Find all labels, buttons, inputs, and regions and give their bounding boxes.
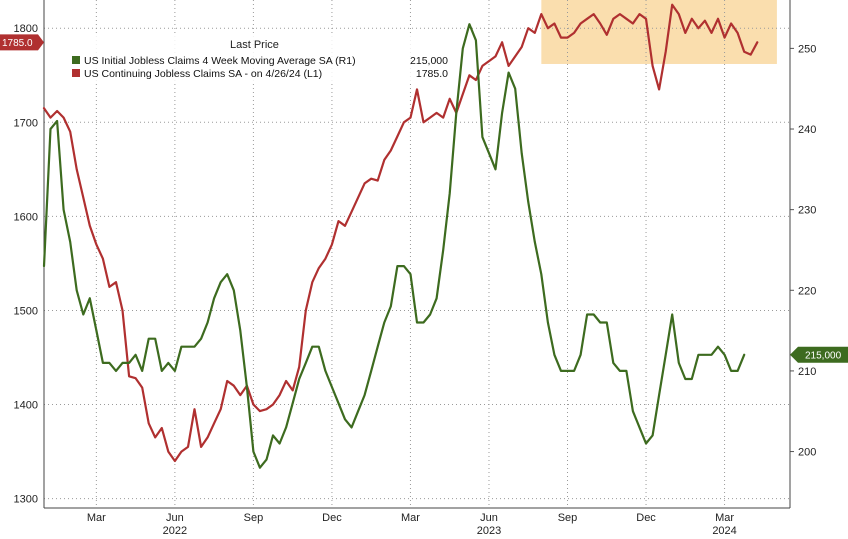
x-tick-label: Sep [244, 512, 264, 524]
legend-background [66, 35, 454, 83]
x-tick-label: Dec [636, 512, 656, 524]
left-tick-label: 1600 [14, 211, 38, 223]
x-tick-label: Jun [480, 512, 498, 524]
x-year-label: 2024 [712, 525, 736, 537]
left-tick-label: 1300 [14, 494, 38, 506]
x-tick-label: Jun [166, 512, 184, 524]
legend-entry-continuing: US Continuing Jobless Claims SA - on 4/2… [84, 68, 322, 80]
badge-text: 1785.0 [2, 38, 33, 49]
right-tick-label: 210 [798, 366, 816, 378]
highlight-region-layer [541, 0, 777, 64]
legend-swatch-continuing [72, 69, 80, 77]
legend: Last Price US Initial Jobless Claims 4 W… [66, 35, 454, 83]
series-lines [42, 3, 759, 469]
axes: 1300 1400 1500 1600 1700 1800 200 210 220 230 240 2… [14, 0, 816, 537]
legend-title: Last Price [230, 39, 279, 51]
legend-last-continuing: 1785.0 [416, 68, 448, 80]
right-tick-label: 200 [798, 447, 816, 459]
x-year-label: 2023 [477, 525, 501, 537]
last-value-badge-continuing: 1785.0 [0, 34, 44, 51]
badge-text: 215,000 [805, 350, 842, 361]
series-line-continuing [42, 3, 759, 463]
gridlines [44, 0, 790, 508]
right-tick-label: 230 [798, 205, 816, 217]
highlight-box [541, 0, 777, 64]
right-tick-label: 250 [798, 43, 816, 55]
left-tick-label: 1800 [14, 23, 38, 35]
legend-last-initial: 215,000 [410, 55, 448, 67]
x-tick-label: Mar [87, 512, 106, 524]
badge-shape [0, 34, 44, 51]
x-tick-label: Mar [401, 512, 420, 524]
badge-shape [790, 346, 848, 363]
x-tick-label: Mar [715, 512, 734, 524]
left-tick-label: 1400 [14, 400, 38, 412]
series-line-initial [42, 23, 746, 469]
legend-entry-initial: US Initial Jobless Claims 4 Week Moving … [84, 55, 356, 67]
right-tick-label: 220 [798, 285, 816, 297]
right-tick-label: 240 [798, 124, 816, 136]
legend-swatch-initial [72, 56, 80, 64]
left-tick-label: 1700 [14, 117, 38, 129]
x-tick-label: Dec [322, 512, 342, 524]
left-tick-label: 1500 [14, 305, 38, 317]
last-value-badge-initial: 215,000 [790, 346, 848, 363]
x-tick-label: Sep [558, 512, 578, 524]
x-year-label: 2022 [163, 525, 187, 537]
